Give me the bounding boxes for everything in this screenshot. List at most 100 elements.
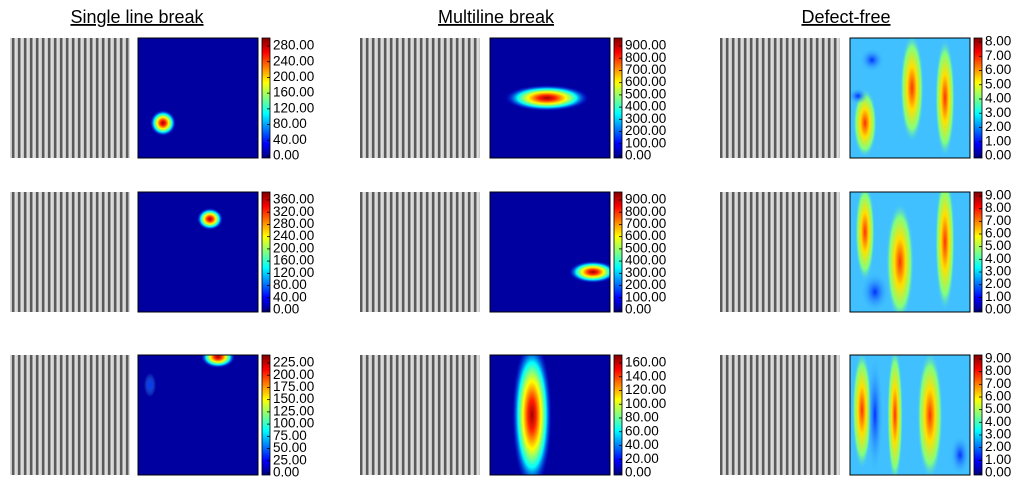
colorbar-tick-label: 40.00 xyxy=(273,289,307,304)
colorbar-tick-label: 9.00 xyxy=(985,188,1011,203)
sem-image xyxy=(720,355,840,475)
colorbar-tick-label: 2.00 xyxy=(985,439,1011,454)
heatmap-content xyxy=(138,355,258,475)
sem-image xyxy=(360,38,480,158)
sem-image xyxy=(720,192,840,312)
sem-image xyxy=(10,38,130,158)
colorbar-tick-label: 75.00 xyxy=(273,428,307,443)
heatmap xyxy=(138,38,258,158)
colorbar-tick-label: 200.00 xyxy=(625,277,666,292)
heatmap-frame xyxy=(849,354,971,476)
heatmap-blob xyxy=(900,38,924,143)
sem-image xyxy=(360,355,480,475)
colorbar-tick-label: 900.00 xyxy=(625,38,666,53)
colorbar-tick-label: 5.00 xyxy=(985,238,1011,253)
sem-image xyxy=(360,192,480,312)
colorbar-tick-label: 7.00 xyxy=(985,376,1011,391)
colorbar-tick-label: 80.00 xyxy=(273,277,307,292)
colorbar-tick-label: 160.00 xyxy=(273,85,314,100)
colorbar-tick-label: 0.00 xyxy=(625,148,651,163)
colorbar-tick-label: 40.00 xyxy=(625,437,659,452)
column-header: Defect-free xyxy=(801,7,890,27)
heatmap-content xyxy=(490,355,610,475)
colorbar-tick-label: 50.00 xyxy=(273,440,307,455)
colorbar-tick-label: 700.00 xyxy=(625,216,666,231)
heatmap-frame xyxy=(489,37,611,159)
colorbar-tick-label: 300.00 xyxy=(625,111,666,126)
colorbar-tick-label: 0.00 xyxy=(985,302,1011,317)
colorbar-tick-label: 0.00 xyxy=(273,302,299,317)
colorbar-tick-label: 120.00 xyxy=(273,100,314,115)
colorbar xyxy=(973,354,983,476)
colorbar-tick-label: 1.00 xyxy=(985,133,1011,148)
colorbar-tick-label: 120.00 xyxy=(273,265,314,280)
colorbar-tick-label: 400.00 xyxy=(625,99,666,114)
heatmap-blob xyxy=(853,88,877,158)
heatmap-blob xyxy=(861,272,889,312)
heatmap-frame xyxy=(137,354,259,476)
colorbar-tick-label: 160.00 xyxy=(625,355,666,370)
colorbar-tick-label: 280.00 xyxy=(273,38,314,53)
heatmap-content xyxy=(850,38,970,158)
colorbar xyxy=(261,191,271,313)
heatmap xyxy=(138,192,258,312)
heatmap xyxy=(850,38,970,158)
heatmap-content xyxy=(138,192,258,312)
heatmap-blob xyxy=(505,85,589,111)
colorbar-tick-label: 160.00 xyxy=(273,253,314,268)
heatmap-bg xyxy=(138,355,258,475)
colorbar-tick-label: 4.00 xyxy=(985,414,1011,429)
heatmap xyxy=(138,355,258,475)
heatmap-frame xyxy=(137,37,259,159)
colorbar-tick-label: 500.00 xyxy=(625,86,666,101)
colorbar-tick-label: 7.00 xyxy=(985,48,1011,63)
colorbar-tick-label: 0.00 xyxy=(625,302,651,317)
colorbar-tick-label: 3.00 xyxy=(985,264,1011,279)
colorbar-tick-label: 0.00 xyxy=(273,465,299,480)
colorbar-tick-label: 0.00 xyxy=(985,148,1011,163)
colorbar-tick-label: 120.00 xyxy=(625,382,666,397)
colorbar-tick-label: 240.00 xyxy=(273,53,314,68)
colorbar-tick-label: 2.00 xyxy=(985,276,1011,291)
colorbar-tick-label: 2.00 xyxy=(985,119,1011,134)
colorbar-tick-label: 800.00 xyxy=(625,50,666,65)
colorbar-tick-label: 280.00 xyxy=(273,216,314,231)
colorbar xyxy=(261,354,271,476)
colorbar-tick-label: 140.00 xyxy=(625,368,666,383)
heatmap-frame xyxy=(849,191,971,313)
colorbar-tick-label: 8.00 xyxy=(985,363,1011,378)
heatmap-blob xyxy=(569,261,610,283)
heatmap-blob xyxy=(935,38,955,158)
colorbar-tick-label: 800.00 xyxy=(625,204,666,219)
heatmap-content xyxy=(850,192,970,312)
heatmap-content xyxy=(138,38,258,158)
colorbar-tick-label: 600.00 xyxy=(625,228,666,243)
colorbar-tick-label: 6.00 xyxy=(985,226,1011,241)
heatmap-blob xyxy=(950,435,970,475)
heatmap-blob xyxy=(886,202,914,312)
colorbar-tick-label: 500.00 xyxy=(625,240,666,255)
heatmap-content xyxy=(850,355,970,475)
colorbar-tick-label: 200.00 xyxy=(273,69,314,84)
colorbar-tick-label: 125.00 xyxy=(273,403,314,418)
colorbar-tick-label: 1.00 xyxy=(985,289,1011,304)
colorbar xyxy=(973,37,983,159)
colorbar-tick-label: 5.00 xyxy=(985,76,1011,91)
colorbar-tick-label: 6.00 xyxy=(985,62,1011,77)
colorbar-tick-label: 6.00 xyxy=(985,389,1011,404)
colorbar-tick-label: 3.00 xyxy=(985,105,1011,120)
heatmap-bg xyxy=(490,192,610,312)
heatmap-content xyxy=(490,38,610,158)
colorbar-tick-label: 0.00 xyxy=(625,465,651,480)
heatmap-frame xyxy=(849,37,971,159)
heatmap-blob xyxy=(512,355,552,475)
heatmap-content xyxy=(490,192,610,312)
heatmap xyxy=(490,355,610,475)
heatmap-blob xyxy=(860,48,884,72)
colorbar-tick-label: 100.00 xyxy=(625,135,666,150)
colorbar-tick-label: 40.00 xyxy=(273,132,307,147)
colorbar-tick-label: 25.00 xyxy=(273,452,307,467)
colorbar-tick-label: 7.00 xyxy=(985,213,1011,228)
heatmap-frame xyxy=(489,354,611,476)
